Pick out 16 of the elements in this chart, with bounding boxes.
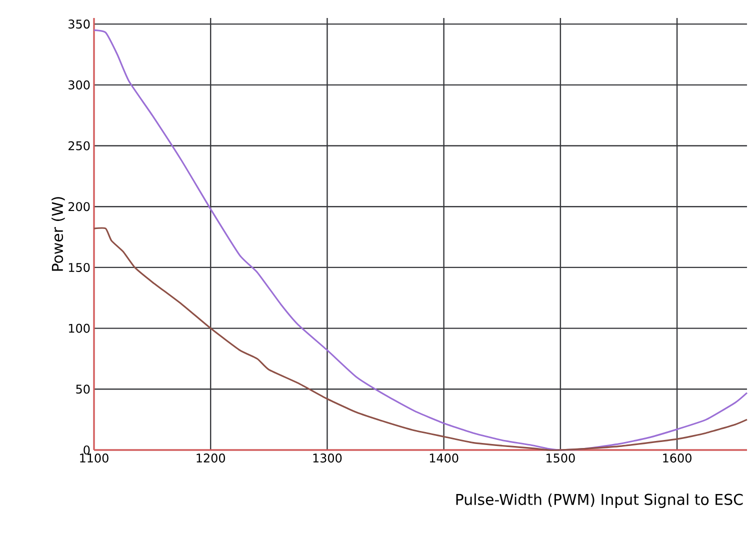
x-tick-label: 1500 — [546, 454, 575, 463]
y-tick-label: 0 — [84, 445, 90, 455]
x-tick-label: 1400 — [430, 454, 458, 463]
y-tick-label: 250 — [68, 141, 90, 150]
y-tick-label: 300 — [68, 80, 90, 90]
y-tick-label: 150 — [68, 262, 90, 272]
y-tick-label: 200 — [68, 202, 90, 212]
x-tick-label: 1200 — [196, 454, 226, 463]
y-tick-label: 100 — [68, 324, 90, 333]
y-axis-title: Power (W) — [52, 197, 65, 271]
x-tick-label: 1600 — [663, 454, 692, 463]
x-axis-title: Pulse-Width (PWM) Input Signal to ESC — [456, 494, 743, 508]
y-tick-label: 50 — [76, 384, 90, 394]
y-tick-label: 350 — [68, 20, 90, 29]
x-tick-label: 1300 — [313, 454, 342, 463]
x-tick-label: 1100 — [80, 454, 108, 463]
